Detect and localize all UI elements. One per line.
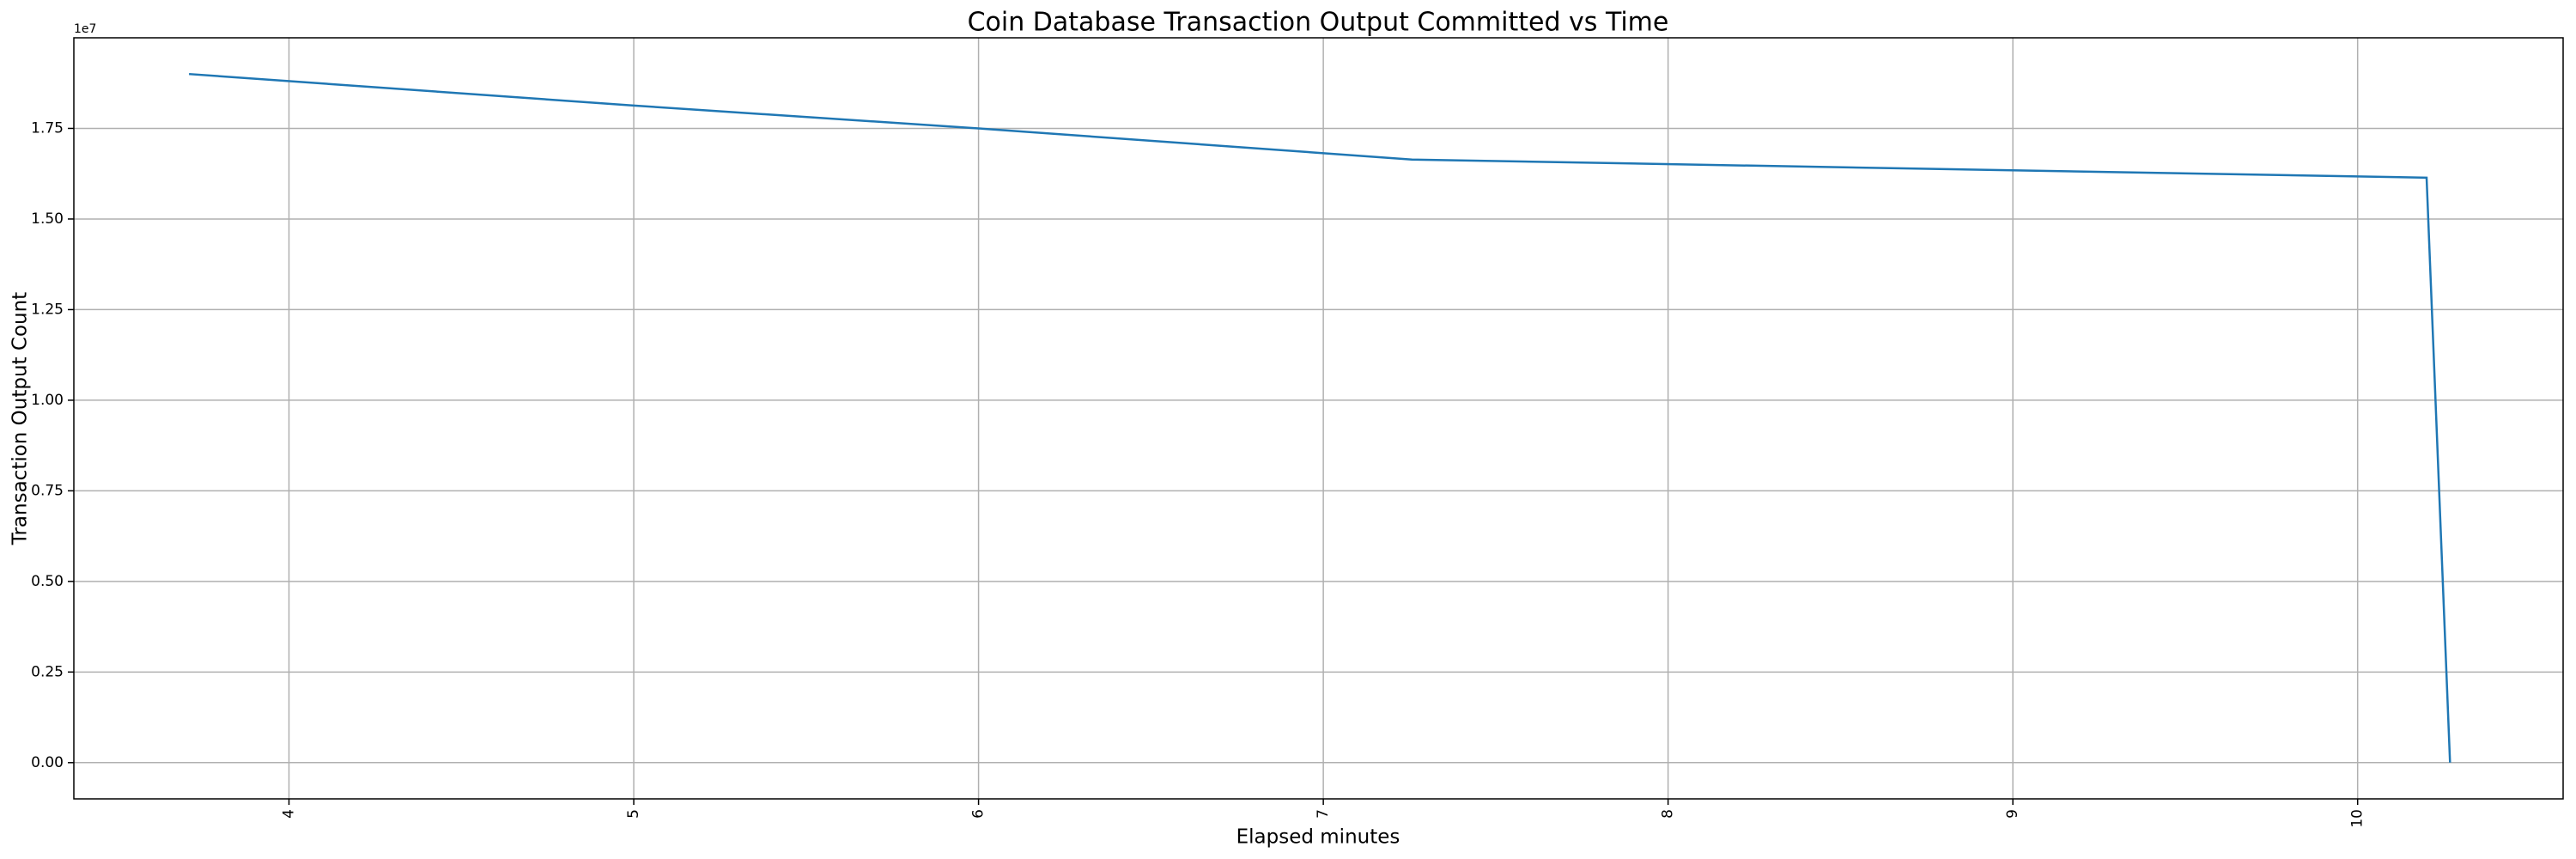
y-tick-label: 1.00 — [31, 392, 64, 409]
data-line — [189, 72, 2451, 763]
x-tick-label: 9 — [2004, 809, 2021, 819]
x-tick-label: 8 — [1660, 809, 1677, 819]
y-tick-label: 1.50 — [31, 210, 64, 228]
y-tick-label: 0.75 — [31, 482, 64, 499]
y-offset-label: 1e7 — [74, 22, 96, 36]
y-tick-label: 1.75 — [31, 119, 64, 137]
y-tick-label: 0.50 — [31, 573, 64, 590]
x-tick-label: 6 — [970, 809, 987, 819]
x-tick-label: 10 — [2349, 809, 2366, 828]
x-axis-label: Elapsed minutes — [1236, 826, 1400, 849]
chart-title: Coin Database Transaction Output Committ… — [968, 8, 1669, 38]
y-tick-label: 0.00 — [31, 754, 64, 771]
x-tick-label: 5 — [625, 809, 642, 819]
y-tick-label: 1.25 — [31, 301, 64, 318]
x-tick-label: 7 — [1315, 809, 1332, 819]
plot-frame — [73, 37, 2564, 800]
y-tick-label: 0.25 — [31, 663, 64, 680]
y-axis-label: Transaction Output Count — [9, 292, 32, 545]
x-tick-label: 4 — [281, 809, 298, 819]
